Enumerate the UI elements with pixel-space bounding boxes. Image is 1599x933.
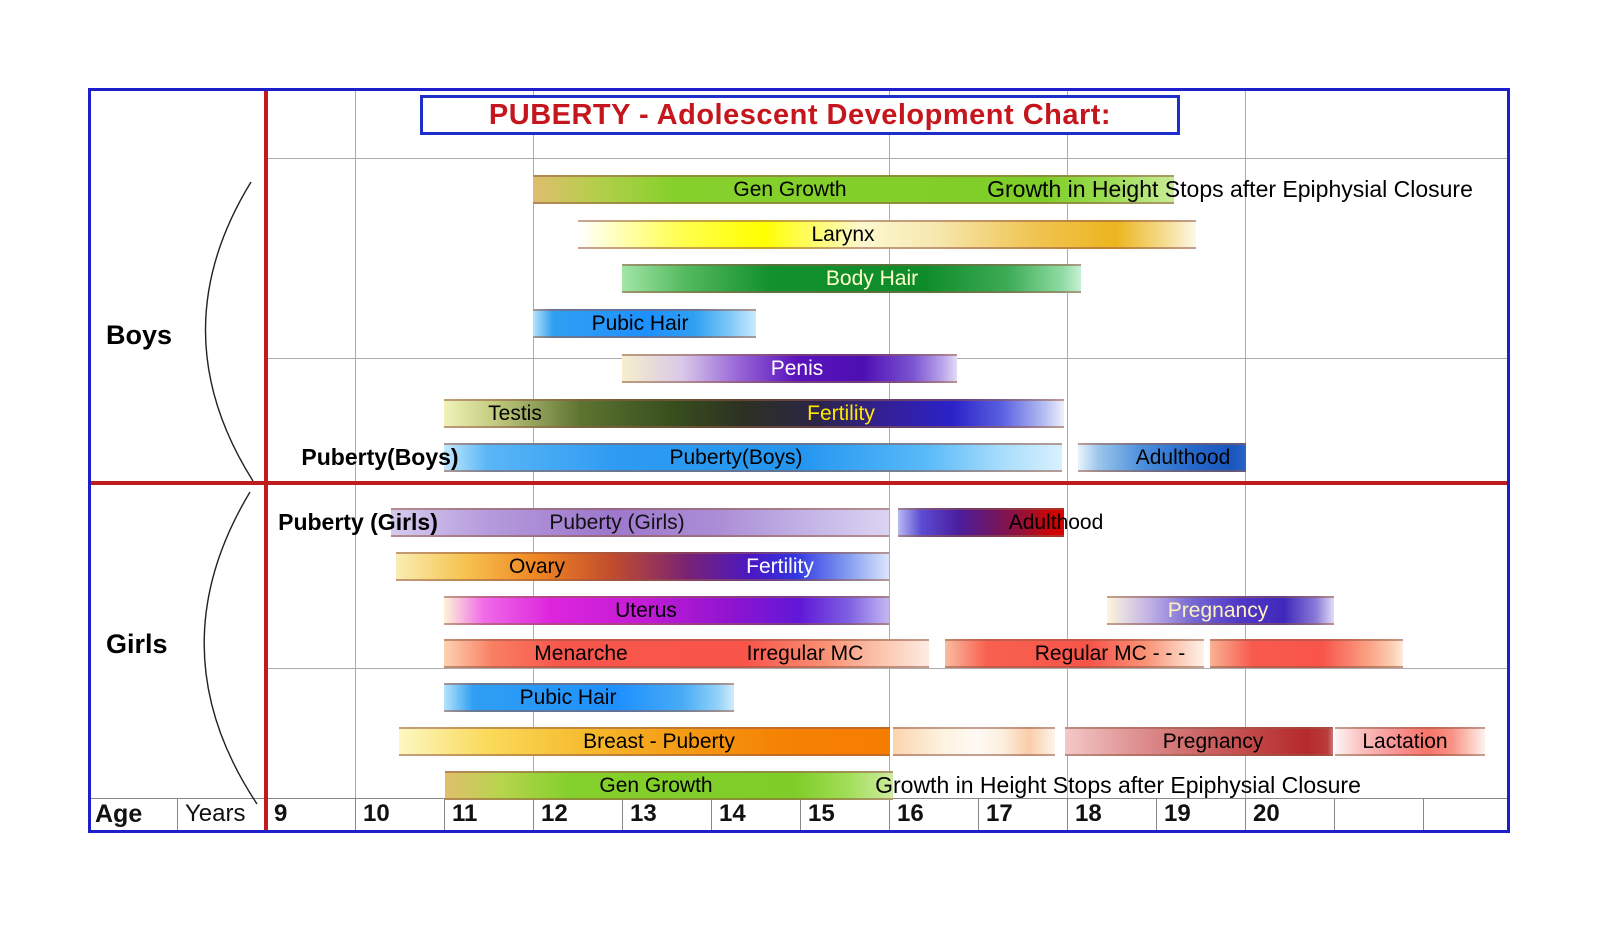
chart-outer-border [88, 88, 1510, 833]
bar-label-breast-puberty: Breast - Puberty [583, 730, 735, 753]
bar-girls-row1 [898, 508, 1064, 537]
bar-label-pregnancy: Pregnancy [1162, 730, 1264, 753]
annotation-growth-in-height-stops-after-epiphysial-closure: Growth in Height Stops after Epiphysial … [875, 772, 1361, 798]
bar-boys-row1 [533, 175, 1174, 204]
bar-label-adulthood: Adulthood [1008, 511, 1104, 534]
hgrid-top [266, 158, 1507, 159]
bar-label-testis: Testis [488, 402, 542, 425]
age-tick-empty [1334, 798, 1423, 830]
bar-girls-row6 [1065, 727, 1333, 756]
vgrid-age-18 [1067, 91, 1068, 798]
bar-girls-row6 [1335, 727, 1485, 756]
bar-boys-row7 [1078, 443, 1246, 472]
age-tick-11: 11 [444, 798, 533, 830]
age-axis-label: Age [95, 800, 143, 828]
age-tick-15: 15 [800, 798, 889, 830]
bar-boys-row7 [444, 443, 1062, 472]
bar-girls-row7 [445, 771, 893, 800]
age-tick-12: 12 [533, 798, 622, 830]
bar-label-fertility: Fertility [746, 555, 814, 578]
age-tick-empty [1423, 798, 1512, 830]
bar-label-uterus: Uterus [615, 599, 677, 622]
age-tick-18: 18 [1067, 798, 1156, 830]
age-tick-16: 16 [889, 798, 978, 830]
bar-label-regular-mc: Regular MC - - - [1034, 642, 1186, 665]
bar-label-irregular-mc: Irregular MC [746, 642, 864, 665]
bar-girls-row6 [399, 727, 890, 756]
bar-label-gen-growth: Gen Growth [733, 178, 847, 201]
bar-label-lactation: Lactation [1362, 730, 1448, 753]
section-label-boys: Boys [106, 320, 173, 350]
bar-label-puberty-boys: Puberty(Boys) [301, 444, 459, 470]
bar-label-gen-growth: Gen Growth [599, 774, 713, 797]
age-axis-unit: Years [177, 798, 266, 830]
bar-label-larynx: Larynx [811, 223, 875, 246]
bar-boys-row6 [444, 399, 1064, 428]
bar-girls-row3 [444, 596, 889, 625]
bar-girls-row4 [1210, 639, 1403, 668]
age-tick-19: 19 [1156, 798, 1245, 830]
bar-boys-row4 [533, 309, 756, 338]
bar-girls-row3 [1107, 596, 1334, 625]
age-tick-10: 10 [355, 798, 444, 830]
bar-girls-row4 [444, 639, 929, 668]
bar-label-adulthood: Adulthood [1135, 446, 1231, 469]
bar-boys-row2 [578, 220, 1196, 249]
chart-title: PUBERTY - Adolescent Development Chart: [420, 95, 1180, 135]
age-tick-13: 13 [622, 798, 711, 830]
vgrid-age-10 [355, 91, 356, 798]
bar-label-puberty-girls: Puberty (Girls) [278, 509, 438, 535]
bar-girls-row6 [893, 727, 1055, 756]
bar-label-body-hair: Body Hair [825, 267, 919, 290]
red-vertical-divider [264, 91, 268, 830]
bar-label-penis: Penis [770, 357, 824, 380]
bar-label-pregnancy: Pregnancy [1167, 599, 1269, 622]
red-boys-girls-divider [91, 481, 1507, 485]
bar-boys-row5 [622, 354, 957, 383]
bar-girls-row1 [391, 508, 889, 537]
bar-label-ovary: Ovary [508, 555, 566, 578]
age-tick-14: 14 [711, 798, 800, 830]
bar-label-puberty-girls: Puberty (Girls) [549, 511, 685, 534]
bar-girls-row5 [444, 683, 734, 712]
hgrid-girls-mid [266, 668, 1507, 669]
bar-label-pubic-hair: Pubic Hair [519, 686, 617, 709]
section-label-girls: Girls [106, 629, 168, 659]
age-tick-17: 17 [978, 798, 1067, 830]
age-tick-20: 20 [1245, 798, 1334, 830]
bar-label-puberty-boys: Puberty(Boys) [669, 446, 803, 469]
bar-label-pubic-hair: Pubic Hair [591, 312, 689, 335]
bar-boys-row3 [622, 264, 1081, 293]
bar-girls-row4 [945, 639, 1204, 668]
age-tick-9: 9 [266, 798, 355, 830]
bar-girls-row2 [396, 552, 889, 581]
bar-label-menarche: Menarche [534, 642, 628, 665]
bar-label-fertility: Fertility [807, 402, 875, 425]
annotation-growth-in-height-stops-after-epiphysial-closure: Growth in Height Stops after Epiphysial … [987, 176, 1473, 202]
